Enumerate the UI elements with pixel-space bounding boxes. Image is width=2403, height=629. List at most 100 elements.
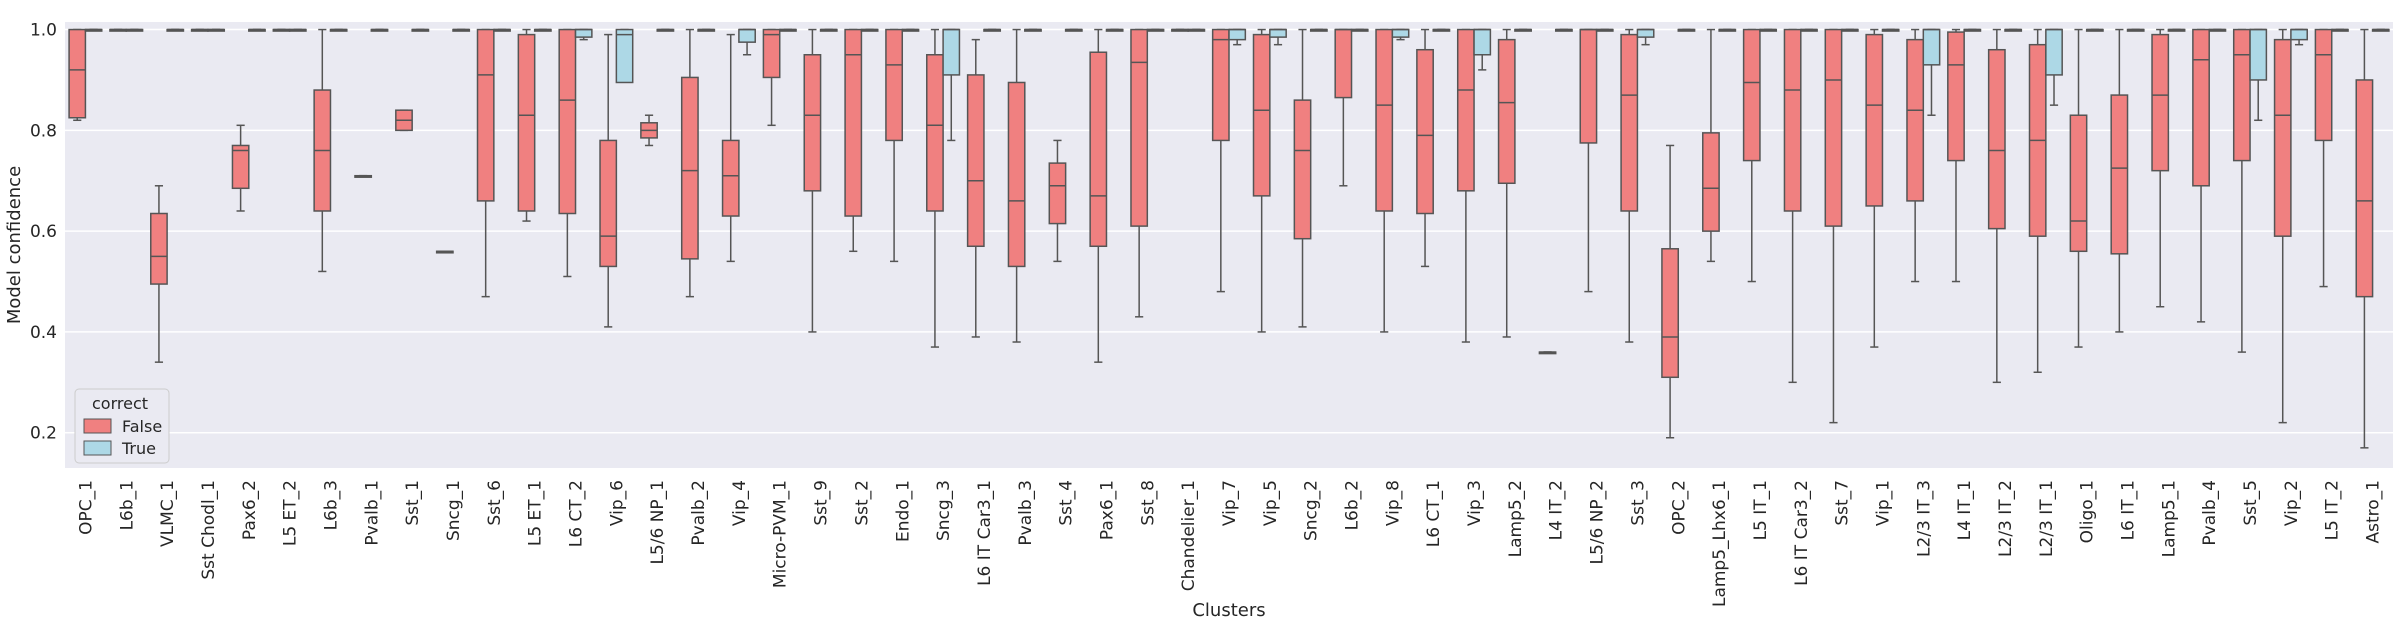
- box-false: [150, 212, 168, 285]
- x-tick-label: Vip_6: [607, 480, 627, 526]
- x-tick-label: L5 IT_1: [1751, 480, 1771, 540]
- box-false: [231, 144, 250, 190]
- x-tick-label: L5 ET_1: [526, 480, 546, 546]
- x-tick-label: L6b_3: [321, 480, 341, 530]
- x-axis-label: Clusters: [1192, 600, 1265, 621]
- x-tick-label: Sst_5: [2241, 480, 2261, 526]
- y-tick-label: 0.6: [30, 222, 57, 242]
- box-false: [558, 28, 577, 215]
- x-tick-label: Pvalb_1: [362, 480, 382, 546]
- box-false: [680, 76, 699, 260]
- x-tick-label: L6b_1: [117, 480, 137, 530]
- box-false: [599, 139, 618, 268]
- legend-label-false: False: [122, 417, 162, 436]
- box-false: [2110, 94, 2129, 255]
- x-tick-label: Vip_1: [1873, 480, 1893, 526]
- x-tick-label: Sncg_1: [444, 480, 464, 541]
- x-tick-label: L5/6 NP_1: [648, 480, 668, 565]
- x-tick-label: Sst_8: [1138, 480, 1158, 526]
- x-tick-label: Vip_5: [1261, 480, 1281, 526]
- box-false: [476, 28, 495, 202]
- y-tick-label: 0.4: [30, 323, 57, 343]
- box-false: [803, 54, 822, 192]
- x-tick-label: Sst_9: [812, 480, 832, 526]
- x-tick-label: L6 CT_2: [567, 480, 587, 547]
- x-tick-label: Sst_2: [852, 480, 872, 526]
- legend-swatch-true: [83, 440, 112, 456]
- box-false: [2273, 38, 2292, 237]
- x-tick-label: Lamp5_Lhx6_1: [1710, 480, 1730, 607]
- box-false: [2314, 28, 2333, 142]
- y-tick-label: 0.2: [30, 424, 57, 444]
- legend-label-true: True: [121, 439, 156, 458]
- box-false: [1742, 28, 1761, 162]
- x-tick-label: Pvalb_2: [689, 480, 709, 546]
- x-tick-label: Sst_6: [485, 480, 505, 526]
- y-tick-label: 0.8: [30, 121, 57, 141]
- box-false: [1293, 99, 1312, 240]
- box-false: [1130, 28, 1149, 227]
- box-true: [738, 28, 756, 43]
- x-tick-label: Oligo_1: [2078, 480, 2098, 543]
- x-tick-label: L5 IT_2: [2323, 480, 2343, 540]
- x-tick-label: L6b_2: [1343, 480, 1363, 530]
- box-false: [1334, 28, 1353, 99]
- box-false: [1048, 162, 1067, 225]
- box-true: [2290, 28, 2308, 41]
- x-tick-label: Chandelier_1: [1179, 480, 1199, 591]
- box-false: [1252, 33, 1271, 197]
- box-false: [1579, 28, 1598, 144]
- legend-title: correct: [92, 394, 148, 413]
- x-tick-label: L6 IT Car3_2: [1792, 480, 1812, 586]
- box-true: [2249, 28, 2268, 81]
- x-tick-label: Vip_2: [2282, 480, 2302, 526]
- x-tick-label: Pax6_1: [1097, 480, 1117, 540]
- box-false: [1702, 132, 1720, 232]
- x-tick-label: Pax6_2: [240, 480, 260, 540]
- box-false: [2192, 28, 2210, 187]
- box-false: [762, 28, 781, 79]
- x-tick-label: Pvalb_4: [2200, 480, 2220, 546]
- box-false: [1211, 28, 1230, 142]
- x-tick-label: VLMC_1: [158, 480, 178, 547]
- box-false: [1375, 28, 1394, 212]
- x-tick-label: Lamp5_2: [1506, 480, 1526, 557]
- x-tick-label: Astro_1: [2364, 480, 2384, 543]
- x-tick-label: L6 CT_1: [1424, 480, 1444, 547]
- box-false: [517, 33, 536, 212]
- x-tick-label: Endo_1: [893, 480, 913, 542]
- x-tick-label: Sst_4: [1057, 480, 1077, 526]
- box-false: [1007, 81, 1026, 268]
- x-axis-ticks: OPC_1 L6b_1 VLMC_1 Sst Chodl_1 Pax6_2 L5 ET_2…: [76, 480, 2383, 607]
- x-tick-label: Lamp5_1: [2159, 480, 2179, 557]
- box-true: [615, 28, 634, 84]
- box-false: [1416, 48, 1434, 215]
- box-false: [1824, 28, 1843, 227]
- x-tick-label: L4 IT_1: [1955, 480, 1975, 540]
- box-true: [942, 28, 961, 76]
- box-false: [2232, 28, 2251, 162]
- box-false: [1906, 38, 1925, 202]
- legend-swatch-false: [83, 418, 112, 434]
- y-tick-label: 1.0: [30, 21, 57, 41]
- box-false: [1987, 48, 2006, 230]
- box-false: [721, 139, 740, 217]
- x-tick-label: Sst Chodl_1: [199, 480, 219, 580]
- x-tick-label: Vip_7: [1220, 480, 1240, 526]
- box-false: [1456, 28, 1475, 192]
- box-false: [844, 28, 863, 217]
- box-false: [68, 28, 87, 119]
- box-true: [2045, 28, 2063, 76]
- x-tick-label: L6 IT_1: [2119, 480, 2139, 540]
- x-tick-label: Sst_3: [1628, 480, 1648, 526]
- x-tick-label: L5/6 NP_2: [1588, 480, 1608, 565]
- x-tick-label: OPC_1: [76, 480, 96, 535]
- box-false: [1783, 28, 1802, 212]
- box-false: [1620, 33, 1639, 212]
- x-tick-label: Sst_1: [403, 480, 423, 526]
- box-false: [2355, 79, 2374, 298]
- box-false: [1865, 33, 1884, 207]
- y-axis-label: Model confidence: [4, 166, 25, 324]
- x-tick-label: L5 ET_2: [281, 480, 301, 546]
- box-false: [1947, 31, 1965, 162]
